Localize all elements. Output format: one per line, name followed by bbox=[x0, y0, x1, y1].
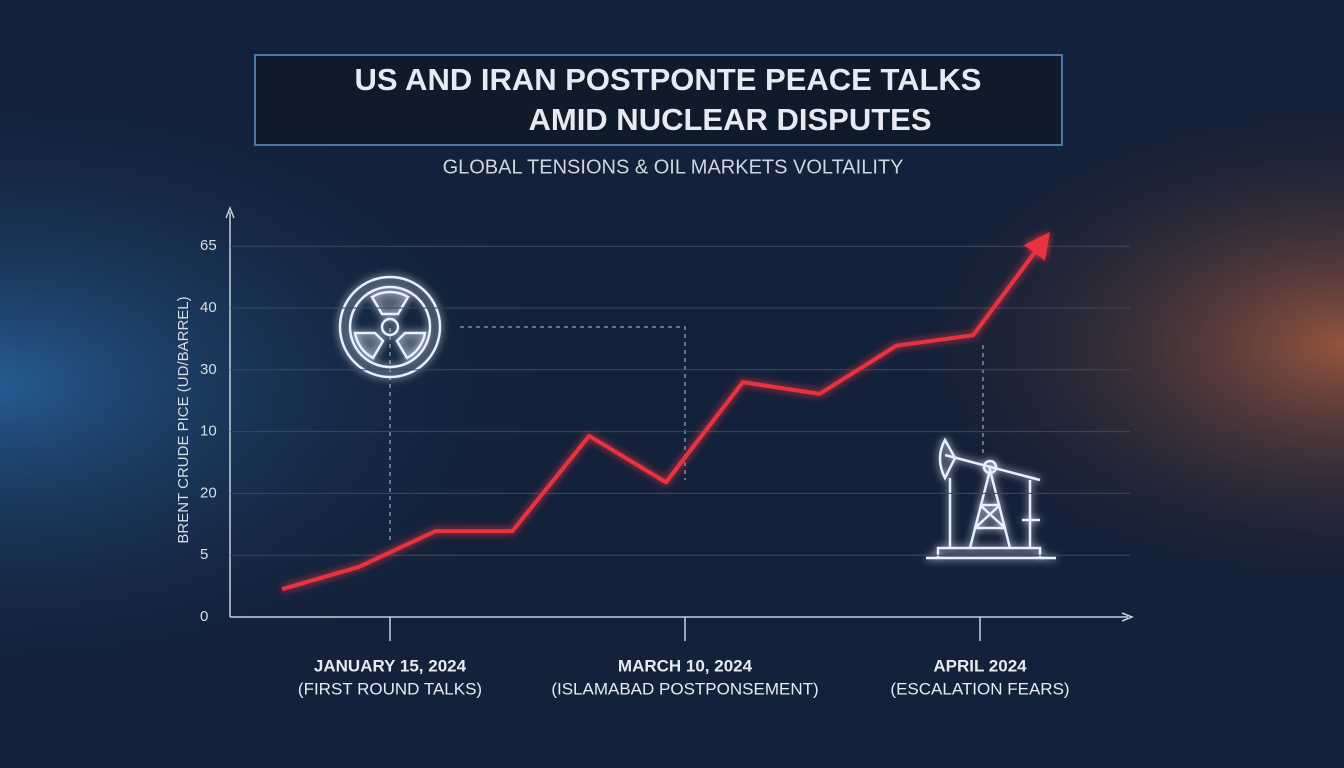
annotation-note: (ESCALATION FEARS) bbox=[890, 679, 1069, 698]
y-axis-arrow bbox=[225, 205, 235, 219]
title-line: AMID NUCLEAR DISPUTES bbox=[528, 102, 931, 137]
price-line bbox=[281, 251, 1037, 592]
radiation-icon bbox=[338, 275, 442, 379]
y-tick-label: 0 bbox=[200, 608, 208, 625]
guide-line bbox=[389, 326, 686, 540]
oil-pump-icon bbox=[926, 437, 1056, 560]
y-axis-label: BRENT CRUDE PICE (UD/BARREL) bbox=[175, 296, 192, 543]
annotation-note: (ISLAMABAD POSTPONSEMENT) bbox=[551, 679, 818, 698]
annotation-date: MARCH 10, 2024 bbox=[618, 656, 753, 675]
y-tick-label: 5 bbox=[200, 546, 208, 563]
title-line: US AND IRAN POSTPONTE PEACE TALKS bbox=[355, 62, 982, 97]
y-tick-label: 65 bbox=[200, 237, 217, 254]
plot: 0 5 20 10 30 40 65 JANUARY 15, 2024 (FIRST ROUND… bbox=[200, 231, 1130, 698]
y-tick-label: 40 bbox=[200, 299, 217, 316]
subtitle: GLOBAL TENSIONS & OIL MARKETS VOLTAILITY bbox=[443, 156, 904, 178]
annotation-note: (FIRST ROUND TALKS) bbox=[298, 679, 482, 698]
y-tick-label: 20 bbox=[200, 484, 217, 501]
y-tick-label: 10 bbox=[200, 423, 217, 440]
title-box bbox=[254, 54, 1063, 146]
y-tick-label: 30 bbox=[200, 361, 217, 378]
annotation-date: APRIL 2024 bbox=[933, 656, 1027, 675]
annotation-date: JANUARY 15, 2024 bbox=[314, 656, 467, 675]
arrow-head bbox=[1024, 231, 1050, 261]
x-axis-arrow bbox=[1121, 612, 1135, 622]
